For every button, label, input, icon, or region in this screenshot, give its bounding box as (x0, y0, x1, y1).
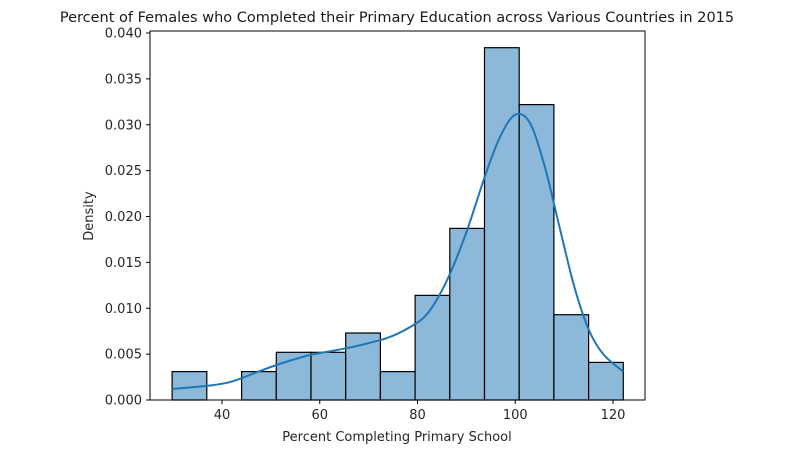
y-tick-label: 0.035 (105, 72, 142, 87)
y-tick-label: 0.020 (105, 210, 142, 225)
x-axis-label: Percent Completing Primary School (282, 430, 511, 445)
y-tick-label: 0.000 (105, 394, 142, 409)
y-tick-label: 0.010 (105, 302, 142, 317)
y-axis-ticks: 0.000 0.005 0.010 0.015 0.020 0.025 0.030 0.035… (105, 27, 150, 409)
y-tick-label: 0.025 (105, 164, 142, 179)
histogram-bar (379, 371, 416, 401)
histogram-bar (310, 351, 347, 401)
x-tick-label: 120 (601, 408, 626, 423)
y-tick-label: 0.015 (105, 256, 142, 271)
chart-title: Percent of Females who Completed their P… (60, 10, 734, 26)
y-tick-label: 0.040 (105, 27, 142, 42)
histogram-bar (553, 314, 590, 401)
histogram-bar (345, 332, 382, 401)
histogram-bar (518, 103, 555, 401)
histogram-bar (449, 227, 486, 401)
x-tick-label: 60 (311, 408, 328, 423)
y-axis-label: Density (82, 191, 97, 241)
histogram-bars (171, 47, 624, 401)
histogram-bar (414, 294, 451, 401)
y-tick-label: 0.005 (105, 348, 142, 363)
x-tick-label: 80 (409, 408, 426, 423)
x-tick-label: 40 (214, 408, 231, 423)
x-axis-ticks: 40 60 80 100 120 (214, 400, 626, 423)
histogram-bar (483, 47, 520, 401)
axes-frame (149, 30, 646, 401)
histogram-bar (587, 361, 624, 401)
x-tick-label: 100 (503, 408, 528, 423)
y-tick-label: 0.030 (105, 118, 142, 133)
kde-curve (172, 112, 624, 390)
